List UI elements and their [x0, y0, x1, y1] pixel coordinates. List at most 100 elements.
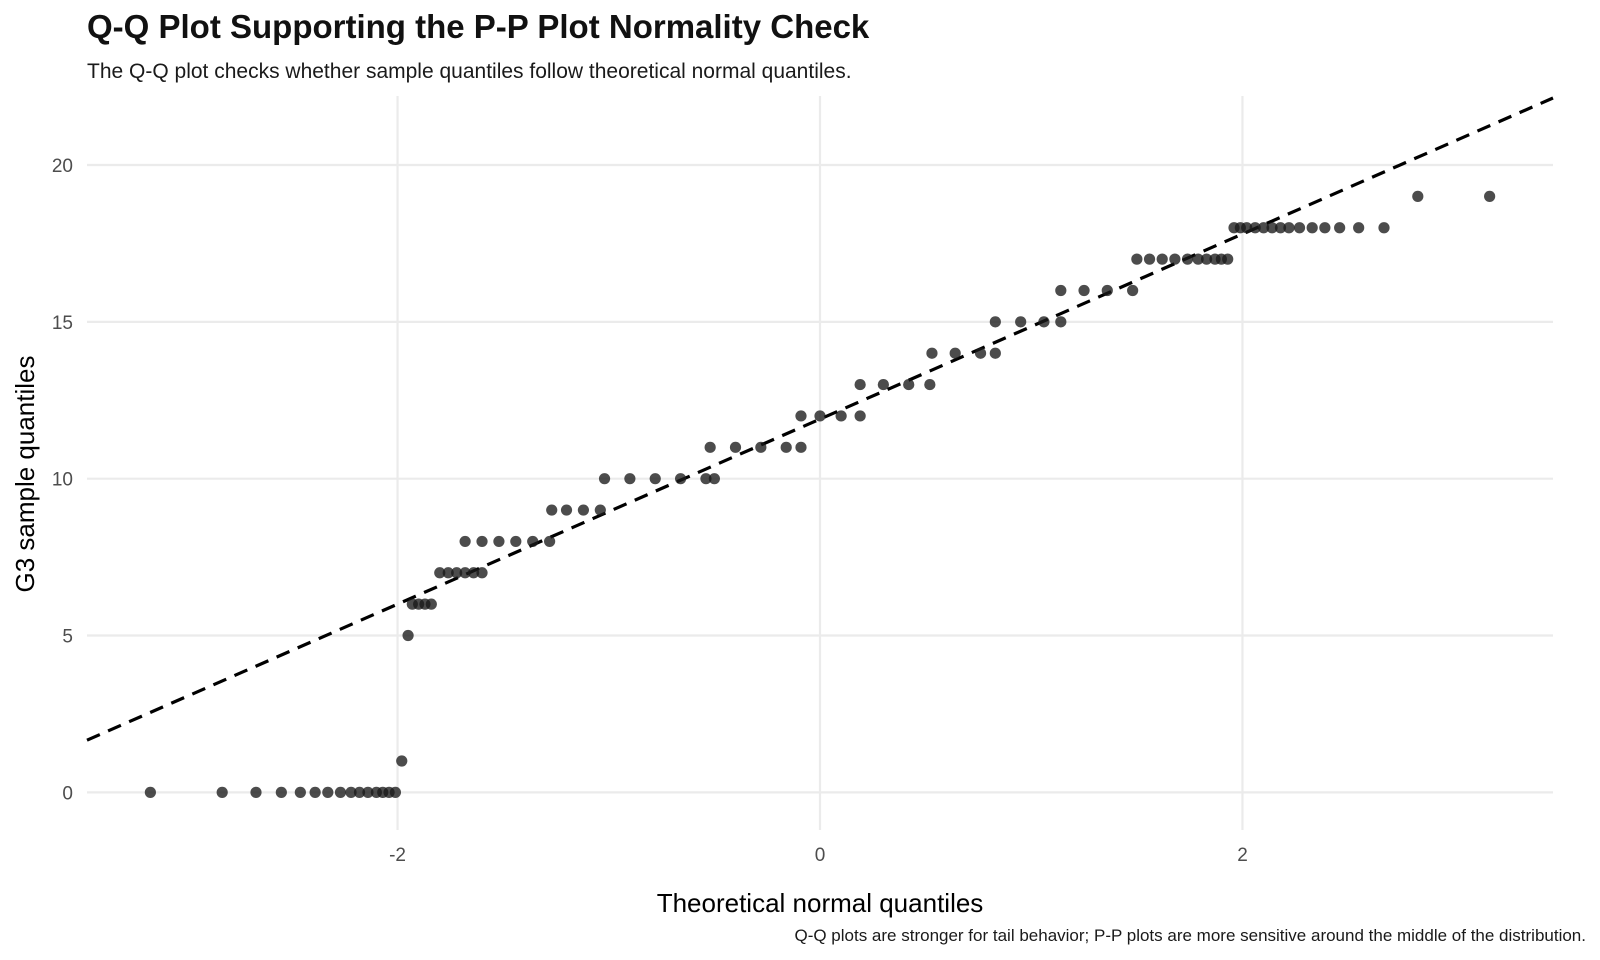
data-point: [704, 441, 716, 453]
chart-subtitle: The Q-Q plot checks whether sample quant…: [87, 60, 852, 83]
data-point: [795, 441, 807, 453]
x-tick-labels: -2 0 2: [389, 845, 1248, 866]
data-point: [729, 441, 742, 453]
data-point: [674, 473, 687, 485]
data-point: [527, 535, 539, 548]
data-point: [353, 786, 366, 798]
data-point: [402, 629, 414, 642]
data-point: [1249, 222, 1261, 234]
data-point: [294, 786, 306, 798]
data-point: [434, 567, 446, 579]
data-point: [510, 535, 522, 548]
data-point: [459, 567, 471, 579]
data-point: [1222, 253, 1234, 265]
data-point: [1258, 222, 1270, 234]
data-point: [362, 786, 374, 798]
data-point: [1200, 253, 1213, 265]
y-tick-label: 20: [52, 156, 73, 177]
data-point: [835, 410, 847, 422]
data-point: [1131, 253, 1143, 265]
data-point: [309, 786, 321, 798]
data-point: [1127, 284, 1139, 297]
data-point: [1283, 222, 1295, 234]
x-tick-label: -2: [389, 845, 406, 866]
reference-line: [86, 96, 1554, 742]
data-point: [854, 378, 866, 391]
x-axis-title: Theoretical normal quantiles: [657, 888, 984, 918]
x-tick-label: 2: [1237, 845, 1248, 866]
data-point: [425, 598, 437, 610]
data-point: [389, 786, 402, 798]
data-point: [708, 473, 720, 485]
data-point: [1101, 284, 1113, 297]
data-point: [594, 504, 606, 516]
data-point: [649, 473, 661, 485]
data-point: [275, 786, 287, 798]
data-point: [544, 535, 556, 548]
data-point: [1484, 190, 1496, 202]
x-tick-label: 0: [815, 845, 826, 866]
data-point: [250, 786, 262, 798]
y-tick-labels: 0 5 10 15 20: [52, 156, 73, 804]
y-tick-label: 5: [62, 627, 73, 648]
data-point: [322, 786, 334, 798]
data-point: [795, 410, 807, 422]
data-point: [577, 504, 590, 516]
data-point: [144, 786, 156, 798]
data-point: [1334, 222, 1346, 234]
data-point: [989, 316, 1001, 328]
data-point: [1055, 316, 1067, 328]
data-point: [780, 441, 792, 453]
data-point: [989, 347, 1001, 359]
data-point: [598, 473, 611, 485]
data-point: [1319, 222, 1331, 234]
data-point: [1078, 284, 1090, 297]
data-point: [1378, 222, 1390, 234]
data-point: [560, 504, 573, 516]
data-point: [755, 441, 767, 453]
data-point: [345, 786, 357, 798]
data-point: [854, 410, 866, 422]
y-axis-title: G3 sample quantiles: [10, 355, 40, 592]
chart-caption: Q-Q plots are stronger for tail behavior…: [794, 926, 1586, 945]
data-point: [1274, 222, 1287, 234]
data-point: [903, 378, 915, 391]
data-point: [476, 567, 488, 579]
data-point: [493, 535, 505, 548]
reference-line-group: [86, 96, 1554, 742]
data-point: [216, 786, 228, 798]
data-point: [1293, 222, 1306, 234]
data-point: [396, 755, 408, 767]
data-point: [624, 473, 636, 485]
data-point: [546, 504, 558, 516]
data-point: [1266, 222, 1278, 234]
data-point: [1241, 222, 1253, 234]
data-point: [1143, 253, 1156, 265]
data-point: [1181, 253, 1194, 265]
y-tick-label: 15: [52, 313, 73, 334]
chart-title: Q-Q Plot Supporting the P-P Plot Normali…: [87, 8, 870, 45]
data-point: [924, 378, 936, 391]
data-point: [814, 410, 826, 422]
y-tick-label: 10: [52, 470, 73, 491]
data-point: [1038, 316, 1050, 328]
data-point: [451, 567, 463, 579]
data-point: [459, 535, 471, 548]
data-point: [700, 473, 712, 485]
data-point: [334, 786, 347, 798]
data-point: [877, 378, 889, 391]
data-point: [949, 347, 961, 359]
data-point: [1015, 316, 1027, 328]
data-point: [1169, 253, 1181, 265]
data-point: [1412, 190, 1424, 202]
data-point: [1353, 222, 1365, 234]
data-point: [476, 535, 488, 548]
data-point: [467, 567, 480, 579]
data-point: [926, 347, 938, 359]
points-group: [144, 190, 1496, 798]
data-point: [974, 347, 987, 359]
data-point: [1192, 253, 1204, 265]
data-point: [1055, 284, 1067, 297]
data-point: [442, 567, 454, 579]
